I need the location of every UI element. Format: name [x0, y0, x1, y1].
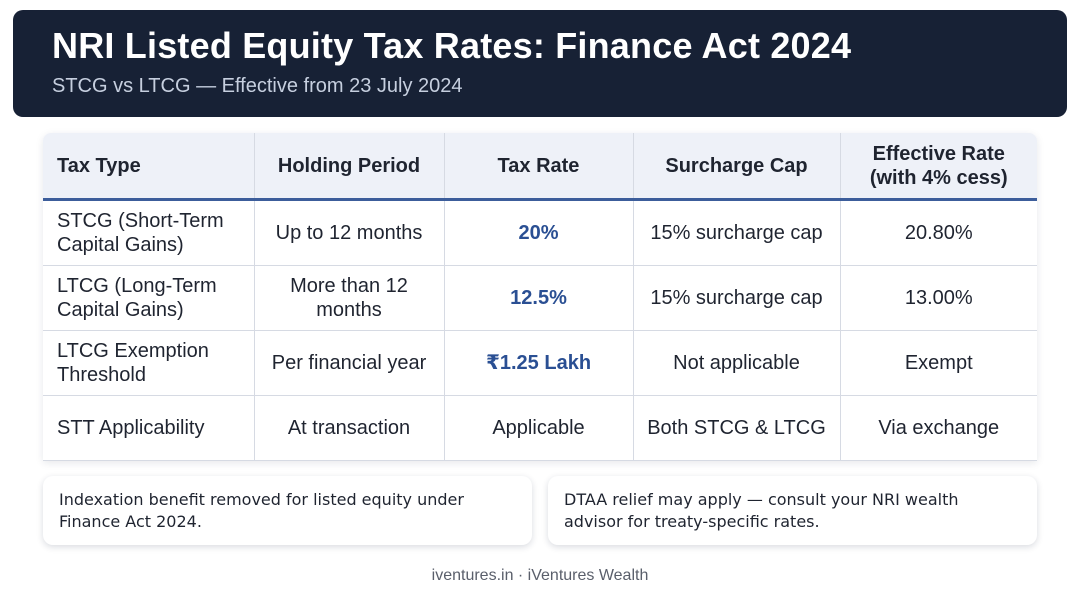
- tax-rates-table-card: Tax Type Holding Period Tax Rate Surchar…: [43, 133, 1037, 461]
- cell-tax-rate: Applicable: [444, 395, 634, 461]
- cell-tax-rate: 20%: [444, 199, 634, 266]
- cell-effective-rate: Exempt: [840, 330, 1037, 396]
- cell-surcharge-cap: Not applicable: [633, 330, 841, 396]
- cell-holding-period: At transaction: [254, 395, 445, 461]
- cell-effective-rate: 20.80%: [840, 199, 1037, 266]
- page-subtitle: STCG vs LTCG — Effective from 23 July 20…: [52, 75, 463, 97]
- cell-effective-rate: 13.00%: [840, 265, 1037, 331]
- cell-tax-type: LTCG (Long-Term Capital Gains): [43, 265, 255, 331]
- title-banner: NRI Listed Equity Tax Rates: Finance Act…: [13, 10, 1067, 117]
- cell-surcharge-cap: Both STCG & LTCG: [633, 395, 841, 461]
- column-header-holding-period: Holding Period: [254, 133, 445, 201]
- column-header-tax-type: Tax Type: [43, 133, 255, 201]
- column-header-tax-rate: Tax Rate: [444, 133, 634, 201]
- cell-tax-rate: 12.5%: [444, 265, 634, 331]
- cell-tax-rate: ₹1.25 Lakh: [444, 330, 634, 396]
- column-header-surcharge-cap: Surcharge Cap: [633, 133, 841, 201]
- tax-rates-table: Tax Type Holding Period Tax Rate Surchar…: [43, 133, 1037, 461]
- cell-effective-rate: Via exchange: [840, 395, 1037, 461]
- cell-tax-type: STCG (Short-Term Capital Gains): [43, 199, 255, 266]
- footer-attribution: iventures.in · iVentures Wealth: [431, 567, 649, 584]
- table-header-row: Tax Type Holding Period Tax Rate Surchar…: [43, 133, 1037, 201]
- table-row: LTCG (Long-Term Capital Gains) More than…: [43, 265, 1037, 331]
- cell-tax-type: LTCG Exemption Threshold: [43, 330, 255, 396]
- cell-holding-period: More than 12 months: [254, 265, 445, 331]
- note-dtaa: DTAA relief may apply — consult your NRI…: [548, 476, 1037, 545]
- column-header-effective-rate: Effective Rate (with 4% cess): [840, 133, 1037, 201]
- cell-surcharge-cap: 15% surcharge cap: [633, 265, 841, 331]
- cell-tax-type: STT Applicability: [43, 395, 255, 461]
- table-row: STCG (Short-Term Capital Gains) Up to 12…: [43, 199, 1037, 266]
- table-row: STT Applicability At transaction Applica…: [43, 395, 1037, 461]
- cell-surcharge-cap: 15% surcharge cap: [633, 199, 841, 266]
- page-title: NRI Listed Equity Tax Rates: Finance Act…: [52, 25, 852, 66]
- cell-holding-period: Per financial year: [254, 330, 445, 396]
- note-indexation: Indexation benefit removed for listed eq…: [43, 476, 532, 545]
- table-row: LTCG Exemption Threshold Per financial y…: [43, 330, 1037, 396]
- cell-holding-period: Up to 12 months: [254, 199, 445, 266]
